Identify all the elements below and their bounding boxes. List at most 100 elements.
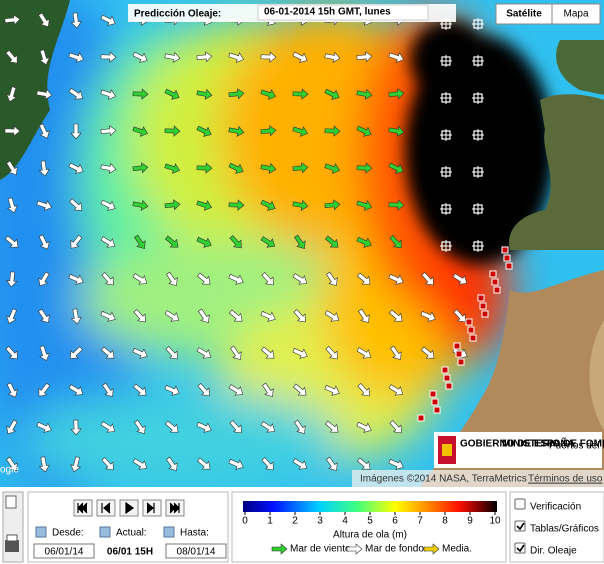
wave-arrow xyxy=(68,162,84,174)
map-type-label[interactable]: Mapa xyxy=(563,9,588,20)
wave-arrow xyxy=(164,199,181,211)
checkbox[interactable] xyxy=(514,498,526,510)
wave-arrow xyxy=(228,309,243,322)
attribution: Imágenes ©2014 NASA, TerraMetrics xyxy=(360,474,527,485)
terms-link[interactable]: Términos de uso xyxy=(528,474,603,485)
wave-arrow xyxy=(388,125,405,137)
wave-arrow xyxy=(324,199,341,211)
time-label: Hasta: xyxy=(180,528,209,539)
wave-arrow xyxy=(132,458,148,470)
wave-arrow xyxy=(38,160,50,177)
colorbar-tick-label: 6 xyxy=(392,516,398,527)
option-label[interactable]: Dir. Oleaje xyxy=(530,546,577,557)
media-button-icon[interactable] xyxy=(169,502,180,514)
wave-arrow xyxy=(164,310,180,322)
time-value: 06/01/14 xyxy=(45,547,84,558)
wave-arrow xyxy=(292,88,309,100)
checkbox-check[interactable] xyxy=(516,522,525,531)
wave-arrow xyxy=(260,421,276,433)
wave-arrow xyxy=(196,88,213,100)
wave-arrow xyxy=(132,126,149,137)
media-button-icon[interactable] xyxy=(146,502,155,514)
calendar-icon[interactable] xyxy=(99,526,111,538)
marker-cross xyxy=(472,203,484,215)
option-label[interactable]: Verificación xyxy=(530,502,581,513)
wave-arrow xyxy=(132,162,149,174)
colorbar-tick-label: 0 xyxy=(242,516,248,527)
wave-arrow xyxy=(132,273,148,285)
checkbox[interactable] xyxy=(514,520,526,532)
media-button-icon[interactable] xyxy=(101,502,111,514)
media-button[interactable] xyxy=(96,499,116,517)
wave-arrow xyxy=(388,458,404,470)
wave-arrow xyxy=(358,308,370,324)
map[interactable]: Predicción Oleaje: 06-01-2014 15h GMT, l… xyxy=(0,0,604,510)
media-button[interactable] xyxy=(73,499,93,517)
wave-arrow xyxy=(100,125,117,137)
media-button[interactable] xyxy=(165,499,185,517)
marker xyxy=(479,302,487,310)
wave-arrow xyxy=(5,346,18,360)
wave-arrow xyxy=(196,421,212,433)
wave-arrow xyxy=(324,163,341,174)
wave-arrow xyxy=(132,383,147,396)
wave-arrow xyxy=(420,346,435,359)
marker-box xyxy=(457,358,465,366)
wave-arrow xyxy=(100,199,116,211)
wave-arrow xyxy=(389,235,402,249)
map-type-button[interactable] xyxy=(551,3,601,25)
wave-arrow xyxy=(356,457,371,470)
media-button[interactable] xyxy=(119,499,139,517)
agency-logo xyxy=(434,432,602,468)
wave-arrow xyxy=(6,382,18,398)
date-field[interactable] xyxy=(33,543,95,559)
marker-box xyxy=(469,334,477,342)
wave-arrow xyxy=(6,308,17,324)
wave-arrow xyxy=(260,199,276,211)
option-label[interactable]: Tablas/Gráficos xyxy=(530,524,599,535)
media-button-icon[interactable] xyxy=(125,501,135,515)
marker-cross xyxy=(472,18,484,30)
marker-box xyxy=(481,310,489,318)
legend-arrow xyxy=(271,543,288,555)
wave-arrow xyxy=(166,456,178,472)
calendar-icon[interactable] xyxy=(35,526,47,538)
logo-government: GOBIERNO DE ESPAÑA xyxy=(460,437,575,450)
marker xyxy=(472,203,484,215)
wave-arrow xyxy=(228,162,244,174)
marker xyxy=(445,382,453,390)
media-button-icon[interactable] xyxy=(77,502,88,514)
media-button[interactable] xyxy=(142,499,162,517)
colorbar-tick-label: 2 xyxy=(292,516,298,527)
wave-arrow xyxy=(389,420,402,434)
marker-box xyxy=(493,286,501,294)
wave-arrow xyxy=(356,51,373,63)
marker xyxy=(503,254,511,262)
time-label: Desde: xyxy=(52,528,84,539)
wave-arrow xyxy=(164,163,181,174)
marker xyxy=(440,129,452,141)
wave-arrow xyxy=(70,12,82,29)
wave-arrow xyxy=(4,125,21,137)
marker-cross xyxy=(472,55,484,67)
wave-arrow xyxy=(452,273,468,285)
wave-arrow xyxy=(324,125,341,137)
marker-box xyxy=(489,270,497,278)
wave-arrow xyxy=(293,309,306,323)
marker-cross xyxy=(472,166,484,178)
wave-arrow xyxy=(134,419,146,435)
checkbox[interactable] xyxy=(514,542,526,554)
marker xyxy=(472,18,484,30)
logo-ministry: MINISTERIO DE FOMENTO xyxy=(502,439,604,450)
marker-cross xyxy=(440,166,452,178)
date-field[interactable] xyxy=(165,543,227,559)
wave-arrow xyxy=(292,126,309,137)
wave-arrow xyxy=(324,310,340,322)
colorbar-tick-label: 8 xyxy=(442,516,448,527)
marker-box xyxy=(465,318,473,326)
colorbar-tick-label: 1 xyxy=(267,516,273,527)
map-type-label[interactable]: Satélite xyxy=(506,9,542,20)
calendar-icon[interactable] xyxy=(163,526,175,538)
checkbox-check[interactable] xyxy=(516,544,525,553)
